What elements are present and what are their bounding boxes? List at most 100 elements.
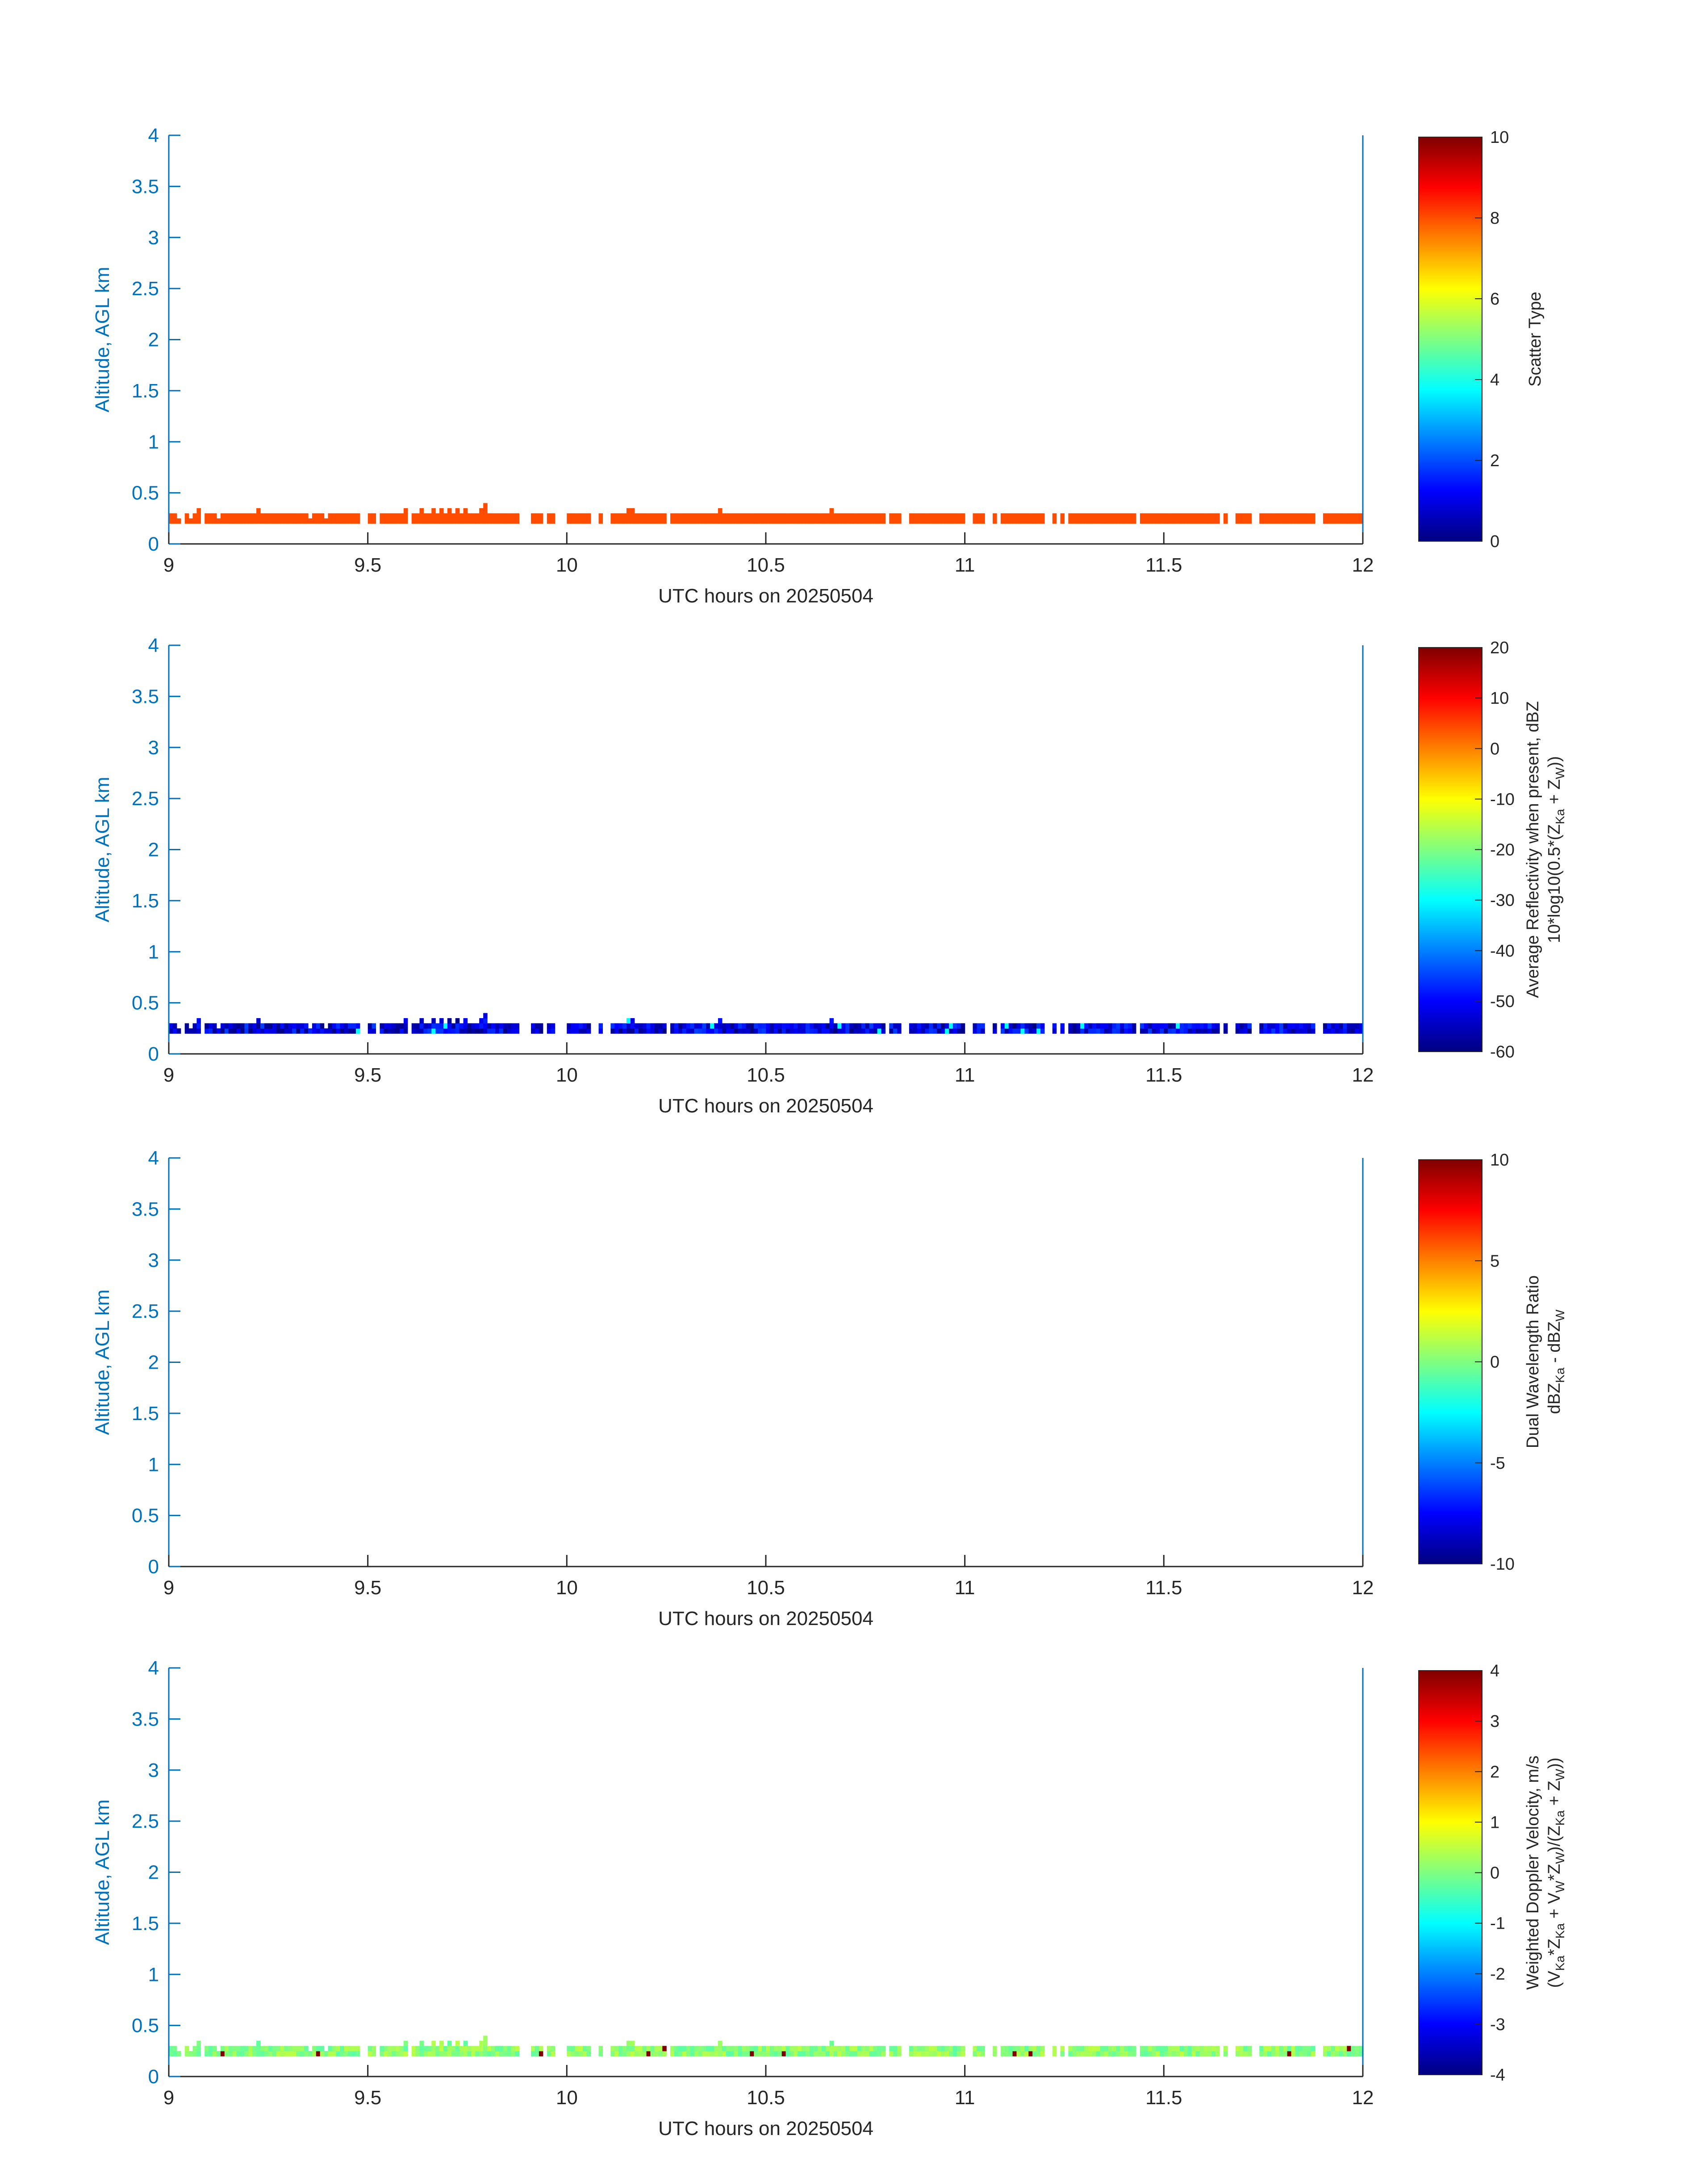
data-cell bbox=[471, 518, 476, 524]
data-cell bbox=[849, 1028, 854, 1034]
data-cell bbox=[304, 2046, 309, 2052]
data-cell bbox=[467, 518, 472, 524]
data-cell bbox=[367, 1028, 372, 1034]
data-cell bbox=[332, 2046, 336, 2052]
data-cell bbox=[1040, 2051, 1045, 2056]
data-cell bbox=[1104, 1028, 1109, 1034]
data-cell bbox=[981, 518, 985, 524]
data-cell bbox=[1263, 1023, 1268, 1029]
data-cell bbox=[1271, 1028, 1276, 1034]
data-cell bbox=[981, 2051, 985, 2056]
data-cell bbox=[475, 1028, 480, 1034]
y-tick-label: 4 bbox=[148, 125, 159, 146]
data-cell bbox=[1068, 2046, 1073, 2052]
data-cell bbox=[392, 518, 396, 524]
data-cell bbox=[1104, 513, 1109, 519]
data-cell bbox=[1279, 513, 1284, 519]
data-cell bbox=[503, 1023, 508, 1029]
data-cell bbox=[1060, 518, 1065, 524]
data-cell bbox=[400, 1023, 404, 1029]
data-cell bbox=[1036, 518, 1041, 524]
data-cell bbox=[837, 2051, 842, 2056]
data-cell bbox=[630, 1028, 635, 1034]
data-cell bbox=[793, 2046, 798, 2052]
data-cell bbox=[260, 513, 265, 519]
data-cell bbox=[714, 2046, 718, 2052]
data-cell bbox=[686, 1028, 691, 1034]
data-cell bbox=[205, 1023, 209, 1029]
data-cell bbox=[336, 518, 340, 524]
data-cell bbox=[1176, 1028, 1180, 1034]
data-cell bbox=[706, 513, 710, 519]
data-cell bbox=[284, 2046, 288, 2052]
data-cell bbox=[547, 518, 551, 524]
data-cell bbox=[1299, 518, 1303, 524]
data-cell bbox=[877, 513, 882, 519]
data-cell bbox=[1168, 2046, 1172, 2052]
data-cell bbox=[889, 513, 894, 519]
data-cell bbox=[814, 513, 818, 519]
data-cell bbox=[511, 1028, 515, 1034]
data-cell bbox=[1116, 513, 1120, 519]
data-cell bbox=[411, 513, 416, 519]
data-cell bbox=[435, 2046, 440, 2052]
data-cell bbox=[714, 1023, 718, 1029]
data-cell bbox=[1032, 1023, 1037, 1029]
data-cell bbox=[1084, 1028, 1089, 1034]
data-cell bbox=[873, 2046, 878, 2052]
data-cell bbox=[913, 1028, 918, 1034]
data-cell bbox=[670, 1023, 675, 1029]
data-cell bbox=[539, 2051, 543, 2056]
data-cell bbox=[1036, 2046, 1041, 2052]
data-cell bbox=[172, 2046, 177, 2052]
plot-area bbox=[169, 135, 1363, 544]
data-cell bbox=[439, 1023, 444, 1029]
data-cell bbox=[435, 1023, 440, 1029]
data-cell bbox=[710, 1023, 714, 1029]
data-cell bbox=[443, 2051, 448, 2056]
data-cell bbox=[260, 1028, 265, 1034]
data-cell bbox=[1295, 518, 1299, 524]
data-cell bbox=[1323, 1023, 1328, 1029]
data-cell bbox=[941, 1023, 945, 1029]
data-cell bbox=[1199, 1028, 1204, 1034]
data-cell bbox=[1247, 513, 1252, 519]
data-cell bbox=[952, 1023, 957, 1029]
data-cell bbox=[1343, 518, 1347, 524]
data-cell bbox=[172, 1028, 177, 1034]
data-cell bbox=[690, 2051, 695, 2056]
data-cell bbox=[1084, 2051, 1089, 2056]
data-cell bbox=[777, 1028, 782, 1034]
x-tick-label: 11 bbox=[955, 1064, 975, 1086]
data-cell bbox=[714, 2051, 718, 2056]
data-cell bbox=[981, 513, 985, 519]
data-cell bbox=[973, 1028, 977, 1034]
data-cell bbox=[443, 518, 448, 524]
data-cell bbox=[1052, 518, 1057, 524]
data-cell bbox=[698, 1023, 702, 1029]
data-cell bbox=[272, 2046, 277, 2052]
data-cell bbox=[304, 1023, 309, 1029]
data-cell bbox=[750, 2051, 754, 2056]
data-cell bbox=[1148, 2051, 1153, 2056]
data-cell bbox=[467, 2046, 472, 2052]
data-cell bbox=[575, 518, 579, 524]
data-cell bbox=[240, 1023, 245, 1029]
data-cell bbox=[483, 508, 488, 514]
data-cell bbox=[403, 2046, 408, 2052]
data-cell bbox=[431, 518, 436, 524]
data-cell bbox=[1303, 1023, 1307, 1029]
data-cell bbox=[1036, 1028, 1041, 1034]
data-cell bbox=[817, 513, 822, 519]
data-cell bbox=[396, 2051, 400, 2056]
data-cell bbox=[1176, 518, 1180, 524]
data-cell bbox=[1180, 518, 1184, 524]
data-cell bbox=[240, 2046, 245, 2052]
data-cell bbox=[396, 2046, 400, 2052]
colorbar-label-line2: (VKa*ZKa + VW*ZW)/(ZKa + ZW)) bbox=[1545, 1758, 1567, 1988]
data-cell bbox=[610, 518, 615, 524]
data-cell bbox=[403, 2051, 408, 2056]
data-cell bbox=[1152, 2051, 1157, 2056]
data-cell bbox=[702, 513, 706, 519]
data-cell bbox=[793, 513, 798, 519]
